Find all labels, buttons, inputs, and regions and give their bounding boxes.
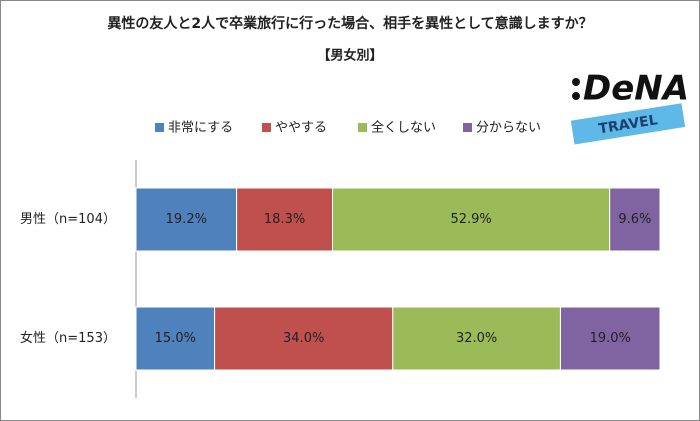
legend-swatch — [262, 123, 271, 132]
chart-title: 異性の友人と2人で卒業旅行に行った場合、相手を異性として意識しますか？ — [107, 15, 592, 32]
bar-segment — [392, 306, 561, 371]
bar-segment — [214, 306, 394, 371]
y-tick-label: 男性（n=104） — [20, 212, 116, 227]
y-tick-label: 女性（n=153） — [20, 330, 116, 346]
bar-segment — [559, 306, 661, 371]
bar-segment — [609, 187, 661, 252]
legend-swatch — [463, 123, 472, 132]
logo-ribbon — [570, 103, 686, 145]
data-label: 18.3% — [264, 212, 305, 227]
logo: DeNA TRAVEL — [570, 69, 689, 145]
data-label: 32.0% — [456, 331, 497, 346]
bar-segment — [332, 187, 611, 252]
logo-brand: DeNA — [583, 69, 689, 109]
legend-label: 全くしない — [371, 120, 436, 136]
data-label: 52.9% — [450, 212, 491, 227]
legend-swatch — [155, 123, 164, 132]
legend-swatch — [358, 123, 367, 132]
bar-segment — [236, 187, 333, 252]
data-label: 34.0% — [283, 331, 324, 346]
bar-segment — [135, 187, 238, 252]
chart-subtitle: 【男女別】 — [317, 48, 382, 64]
legend-label: ややする — [275, 121, 327, 136]
data-label: 9.6% — [618, 212, 651, 227]
data-label: 15.0% — [155, 331, 196, 346]
logo-dot — [572, 78, 580, 86]
data-label: 19.0% — [590, 331, 631, 346]
logo-dot — [572, 92, 580, 100]
legend-label: 分からない — [476, 121, 541, 136]
legend-label: 非常にする — [168, 121, 233, 136]
data-label: 19.2% — [166, 212, 207, 227]
